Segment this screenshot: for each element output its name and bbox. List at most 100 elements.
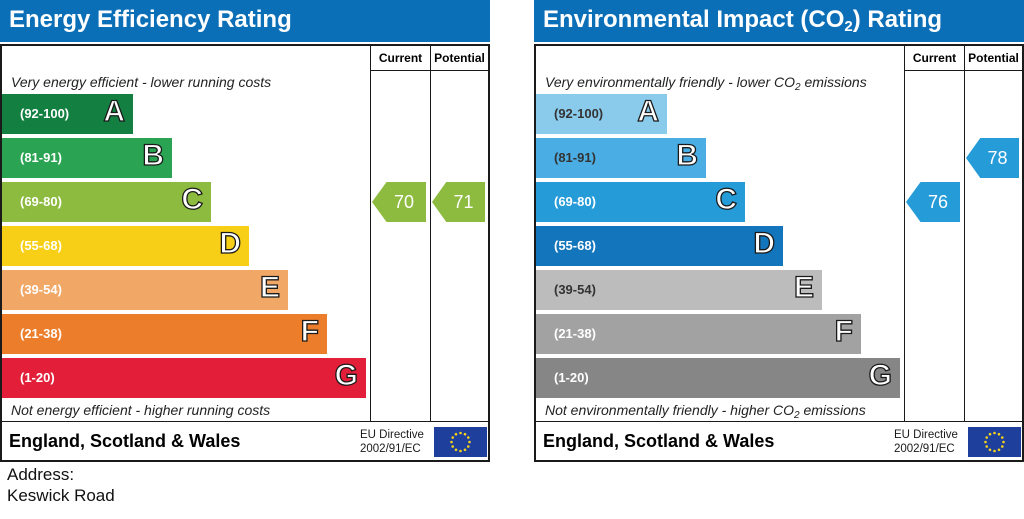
band-letter: D — [753, 226, 776, 260]
energy-chart-frame: Current Potential Very energy efficient … — [0, 44, 490, 462]
environment-chart-frame: Current Potential Very environmentally f… — [534, 44, 1024, 462]
eu-directive-line1: EU Directive — [894, 429, 958, 441]
environment-footer-rule — [536, 421, 1022, 422]
environment-potential-header: Potential — [968, 51, 1019, 65]
eu-flag-field — [968, 427, 1021, 457]
eu-star — [459, 431, 462, 435]
eu-star — [451, 436, 455, 439]
eu-flag-icon — [968, 427, 1021, 457]
energy-eu-directive: EU Directive 2002/91/EC — [360, 428, 424, 456]
address-line: Keswick Road — [7, 486, 115, 505]
eu-star — [993, 449, 996, 453]
band-range: (1-20) — [20, 370, 55, 385]
eu-star — [451, 445, 455, 448]
energy-desc-top: Very energy efficient - lower running co… — [11, 74, 272, 90]
energy-current-value: 70 — [393, 192, 415, 212]
eu-star — [450, 440, 453, 444]
environment-panel-title: Environmental Impact (CO2) Rating — [534, 0, 1024, 42]
energy-header-rule — [370, 70, 488, 71]
eu-star — [997, 448, 1001, 452]
environment-band-a: (92-100) A — [536, 94, 667, 134]
environment-current-value: 76 — [927, 192, 949, 212]
energy-panel-title: Energy Efficiency Rating — [0, 0, 490, 42]
energy-title-text: Energy Efficiency Rating — [9, 6, 292, 33]
band-range: (69-80) — [20, 194, 62, 209]
environmental-impact-panel: Environmental Impact (CO2) Rating Curren… — [534, 0, 1024, 462]
band-letter: D — [219, 226, 242, 260]
band-letter: F — [834, 314, 854, 348]
band-range: (55-68) — [554, 238, 596, 253]
environment-divider-potential — [964, 46, 965, 422]
environment-band-c: (69-80) C — [536, 182, 745, 222]
band-range: (39-54) — [20, 282, 62, 297]
environment-desc-top: Very environmentally friendly - lower CO… — [545, 74, 867, 93]
energy-divider-potential — [430, 46, 431, 422]
environment-region-label: England, Scotland & Wales — [543, 431, 775, 451]
energy-current-arrow: 70 — [372, 182, 426, 222]
arrow-shape — [966, 138, 1019, 178]
env-desc-top-main: Very environmentally friendly - lower CO — [545, 74, 796, 90]
band-letter: E — [793, 270, 814, 304]
eu-star — [985, 445, 989, 448]
eu-star — [463, 432, 467, 436]
band-letter: G — [868, 358, 893, 392]
energy-current-header: Current — [378, 51, 423, 65]
environment-title-text: Environmental Impact (CO — [543, 6, 845, 33]
band-letter: A — [103, 94, 126, 128]
environment-band-e: (39-54) E — [536, 270, 822, 310]
energy-band-g: (1-20) G — [2, 358, 366, 398]
eu-directive-line1: EU Directive — [360, 429, 424, 441]
environment-divider-current — [904, 46, 905, 422]
band-range: (69-80) — [554, 194, 596, 209]
energy-region-label: England, Scotland & Wales — [9, 431, 241, 451]
energy-band-e: (39-54) E — [2, 270, 288, 310]
eu-star — [459, 449, 462, 453]
band-range: (92-100) — [554, 106, 604, 121]
env-desc-bottom-main: Not environmentally friendly - higher CO — [545, 402, 794, 418]
eu-flag-field — [434, 427, 487, 457]
environment-title-end: ) Rating — [852, 6, 943, 33]
environment-band-g: (1-20) G — [536, 358, 900, 398]
eu-directive-line2: 2002/91/EC — [894, 443, 955, 455]
band-letter: F — [300, 314, 320, 348]
eu-star — [993, 431, 996, 435]
environment-current-arrow: 76 — [906, 182, 960, 222]
band-letter: C — [181, 182, 204, 216]
energy-band-f: (21-38) F — [2, 314, 327, 354]
band-range: (81-91) — [20, 150, 62, 165]
energy-band-d: (55-68) D — [2, 226, 249, 266]
band-letter: B — [676, 138, 699, 172]
energy-band-c: (69-80) C — [2, 182, 211, 222]
band-range: (39-54) — [554, 282, 596, 297]
address-label: Address: — [7, 465, 75, 484]
eu-star — [466, 436, 470, 439]
energy-potential-value: 71 — [453, 192, 474, 212]
arrow-shape — [372, 182, 426, 222]
arrow-shape — [906, 182, 960, 222]
env-desc-bottom-sub: 2 — [794, 410, 800, 421]
band-range: (21-38) — [554, 326, 596, 341]
band-range: (55-68) — [20, 238, 62, 253]
energy-desc-bottom: Not energy efficient - higher running co… — [11, 402, 271, 418]
energy-efficiency-panel: Energy Efficiency Rating Current Potenti… — [0, 0, 490, 462]
eu-star — [988, 432, 992, 436]
eu-star — [463, 448, 467, 452]
eu-star — [1002, 440, 1005, 444]
environment-header-rule — [904, 70, 1022, 71]
energy-divider-current — [370, 46, 371, 422]
energy-band-a: (92-100) A — [2, 94, 133, 134]
env-desc-top-sub: 2 — [795, 82, 801, 93]
environment-potential-value: 78 — [987, 148, 1008, 168]
energy-band-b: (81-91) B — [2, 138, 172, 178]
eu-star — [1000, 445, 1004, 448]
environment-potential-arrow: 78 — [966, 138, 1019, 178]
band-letter: B — [142, 138, 165, 172]
band-range: (81-91) — [554, 150, 596, 165]
eu-star — [466, 445, 470, 448]
env-desc-top-end: emissions — [800, 74, 867, 90]
environment-title-sub: 2 — [844, 18, 853, 35]
eu-star — [984, 440, 987, 444]
environment-eu-directive: EU Directive 2002/91/EC — [894, 428, 958, 456]
band-range: (92-100) — [20, 106, 70, 121]
env-desc-bottom-end: emissions — [799, 402, 866, 418]
